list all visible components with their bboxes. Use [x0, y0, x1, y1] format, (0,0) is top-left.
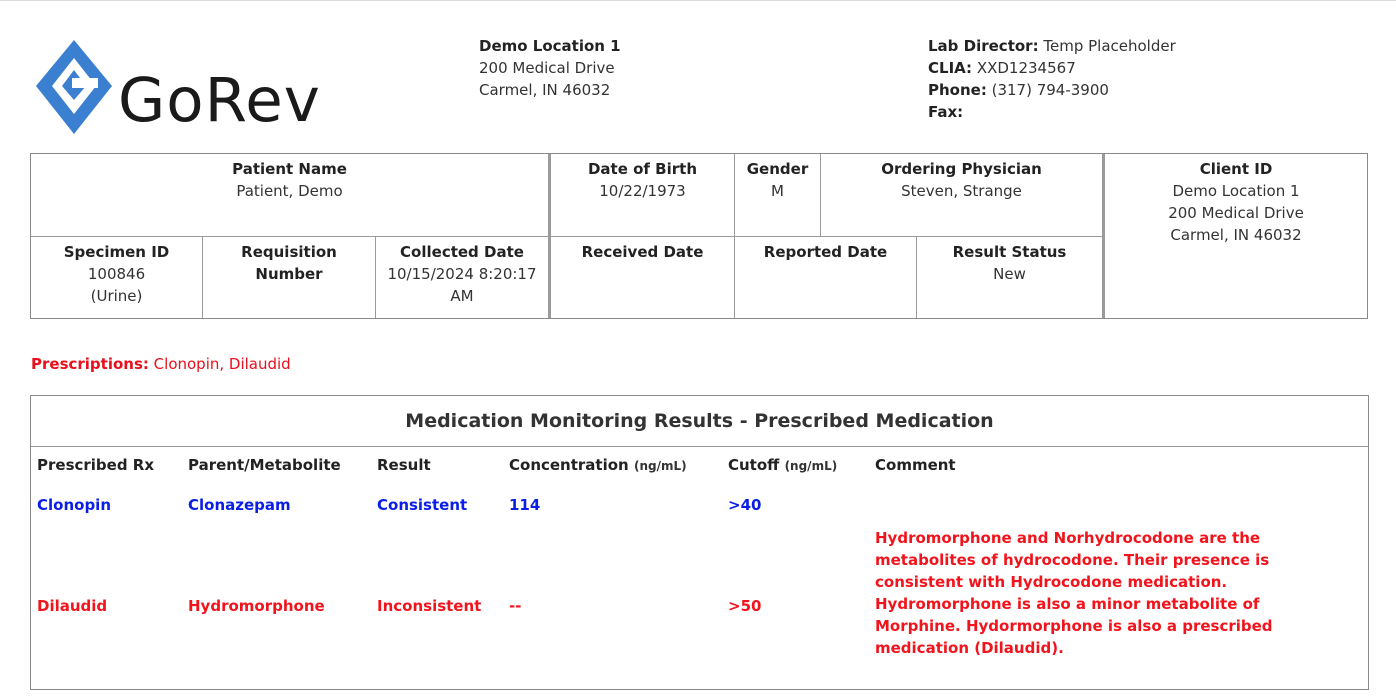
- collected-time-suffix: AM: [450, 287, 474, 305]
- client-line3: Carmel, IN 46032: [1170, 226, 1302, 244]
- received-date-cell: Received Date: [551, 237, 734, 263]
- col-concentration-label: Concentration: [509, 456, 629, 474]
- location-block: Demo Location 1 200 Medical Drive Carmel…: [479, 35, 621, 101]
- medication-results-table: Medication Monitoring Results - Prescrib…: [30, 395, 1369, 690]
- result-status-cell: Result Status New: [917, 237, 1102, 285]
- results-title: Medication Monitoring Results - Prescrib…: [405, 410, 994, 432]
- patient-name-cell: Patient Name Patient, Demo: [31, 154, 548, 202]
- row2-rx: Dilaudid: [37, 597, 108, 615]
- row1-rx: Clonopin: [37, 496, 111, 514]
- physician-value: Steven, Strange: [901, 182, 1022, 200]
- column-divider: [375, 236, 376, 318]
- requisition-label: Requisition: [241, 243, 337, 261]
- prescriptions-label: Prescriptions:: [31, 355, 149, 373]
- phone-label: Phone:: [928, 81, 987, 99]
- lab-director-label: Lab Director:: [928, 37, 1039, 55]
- client-id-cell: Client ID Demo Location 1 200 Medical Dr…: [1105, 154, 1367, 246]
- clia-value: XXD1234567: [976, 59, 1076, 77]
- dob-value: 10/22/1973: [599, 182, 686, 200]
- patient-name-label: Patient Name: [232, 160, 347, 178]
- location-address1: 200 Medical Drive: [479, 59, 615, 77]
- physician-label: Ordering Physician: [881, 160, 1042, 178]
- row2-concentration: --: [509, 597, 522, 615]
- col-result: Result: [377, 456, 431, 474]
- dob-cell: Date of Birth 10/22/1973: [551, 154, 734, 202]
- logo-diamond-icon: [36, 40, 112, 134]
- requisition-cell: Requisition Number: [203, 237, 375, 285]
- row2-cutoff: >50: [728, 597, 762, 615]
- gender-value: M: [771, 182, 784, 200]
- clia-line: CLIA: XXD1234567: [928, 57, 1176, 79]
- dob-label: Date of Birth: [587, 160, 697, 178]
- client-line2: 200 Medical Drive: [1168, 204, 1304, 222]
- phone-line: Phone: (317) 794-3900: [928, 79, 1176, 101]
- fax-label: Fax:: [928, 103, 964, 121]
- row-divider: [31, 236, 1103, 237]
- received-date-label: Received Date: [581, 243, 704, 261]
- result-status-label: Result Status: [952, 243, 1067, 261]
- results-title-divider: [31, 446, 1368, 447]
- row1-concentration: 114: [509, 496, 541, 514]
- column-divider: [202, 236, 203, 318]
- prescriptions-value: Clonopin, Dilaudid: [153, 355, 291, 373]
- lab-info-block: Lab Director: Temp Placeholder CLIA: XXD…: [928, 35, 1176, 123]
- row1-parent: Clonazepam: [188, 496, 291, 514]
- client-id-label: Client ID: [1199, 160, 1273, 178]
- top-border: [0, 0, 1396, 1]
- col-comment: Comment: [875, 456, 956, 474]
- fax-line: Fax:: [928, 101, 1176, 123]
- column-divider: [548, 154, 551, 318]
- lab-director-value: Temp Placeholder: [1043, 37, 1176, 55]
- col-concentration-unit: (ng/mL): [633, 459, 687, 473]
- row2-parent: Hydromorphone: [188, 597, 325, 615]
- col-cutoff-label: Cutoff: [728, 456, 780, 474]
- logo-text: GoRev: [118, 65, 321, 136]
- column-divider: [734, 154, 735, 318]
- phone-value: (317) 794-3900: [991, 81, 1109, 99]
- column-divider: [916, 236, 917, 318]
- gender-label: Gender: [746, 160, 809, 178]
- clia-label: CLIA:: [928, 59, 973, 77]
- prescriptions-line: Prescriptions: Clonopin, Dilaudid: [31, 355, 291, 373]
- collected-date-value: 10/15/2024 8:20:17: [387, 265, 537, 283]
- specimen-type-value: (Urine): [90, 287, 143, 305]
- col-prescribed-rx: Prescribed Rx: [37, 456, 155, 474]
- company-logo: GoRev: [34, 38, 374, 148]
- row2-comment: Hydromorphone and Norhydrocodone are the…: [875, 529, 1273, 657]
- result-status-value: New: [993, 265, 1026, 283]
- physician-cell: Ordering Physician Steven, Strange: [821, 154, 1102, 202]
- patient-name-value: Patient, Demo: [236, 182, 343, 200]
- row2-result: Inconsistent: [377, 597, 482, 615]
- collected-date-label: Collected Date: [400, 243, 524, 261]
- specimen-id-label: Specimen ID: [63, 243, 170, 261]
- reported-date-label: Reported Date: [763, 243, 888, 261]
- reported-date-cell: Reported Date: [735, 237, 916, 263]
- requisition-label-2: Number: [255, 265, 323, 283]
- row1-cutoff: >40: [728, 496, 762, 514]
- col-cutoff-unit: (ng/mL): [784, 459, 838, 473]
- column-divider: [1102, 154, 1105, 318]
- location-name: Demo Location 1: [479, 37, 621, 55]
- column-divider: [820, 154, 821, 236]
- client-line1: Demo Location 1: [1172, 182, 1300, 200]
- specimen-id-cell: Specimen ID 100846 (Urine): [31, 237, 202, 307]
- col-concentration: Concentration (ng/mL): [509, 456, 687, 474]
- col-parent-metabolite: Parent/Metabolite: [188, 456, 341, 474]
- specimen-id-value: 100846: [87, 265, 146, 283]
- collected-date-cell: Collected Date 10/15/2024 8:20:17 AM: [376, 237, 548, 307]
- col-cutoff: Cutoff (ng/mL): [728, 456, 837, 474]
- lab-director-line: Lab Director: Temp Placeholder: [928, 35, 1176, 57]
- location-address2: Carmel, IN 46032: [479, 81, 611, 99]
- row1-result: Consistent: [377, 496, 468, 514]
- gender-cell: Gender M: [735, 154, 820, 202]
- patient-info-table: Patient Name Patient, Demo Date of Birth…: [30, 153, 1368, 319]
